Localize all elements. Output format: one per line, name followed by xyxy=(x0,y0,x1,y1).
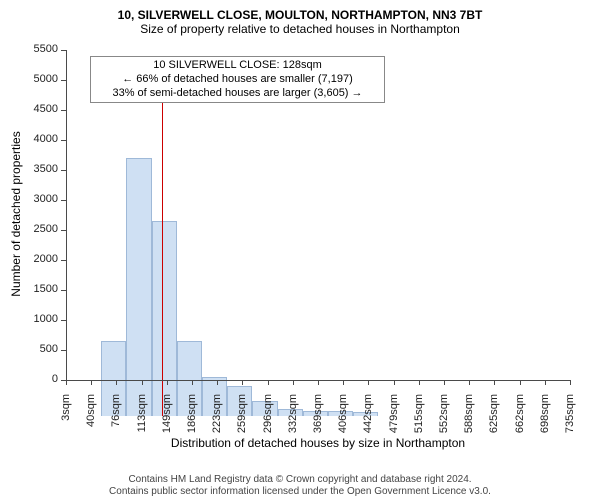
info-line-3: 33% of semi-detached houses are larger (… xyxy=(97,87,378,101)
footer-line-2: Contains public sector information licen… xyxy=(0,486,600,498)
x-tick-mark xyxy=(116,380,117,385)
x-tick-label: 259sqm xyxy=(236,394,248,444)
y-tick-mark xyxy=(61,320,66,321)
footer-line-1: Contains HM Land Registry data © Crown c… xyxy=(0,474,600,486)
y-tick-label: 0 xyxy=(0,373,58,385)
y-tick-mark xyxy=(61,110,66,111)
chart-title: 10, SILVERWELL CLOSE, MOULTON, NORTHAMPT… xyxy=(10,8,590,22)
chart-subtitle: Size of property relative to detached ho… xyxy=(10,22,590,36)
x-tick-mark xyxy=(268,380,269,385)
x-tick-label: 3sqm xyxy=(60,394,72,444)
x-tick-mark xyxy=(343,380,344,385)
info-line-2: ← 66% of detached houses are smaller (7,… xyxy=(97,73,378,87)
y-tick-label: 3500 xyxy=(0,163,58,175)
x-tick-mark xyxy=(419,380,420,385)
x-tick-label: 698sqm xyxy=(539,394,551,444)
x-tick-label: 296sqm xyxy=(262,394,274,444)
x-tick-mark xyxy=(444,380,445,385)
x-tick-label: 113sqm xyxy=(136,394,148,444)
y-axis-line xyxy=(66,50,67,380)
y-tick-label: 3000 xyxy=(0,193,58,205)
histogram-bar xyxy=(126,158,151,416)
y-tick-mark xyxy=(61,260,66,261)
y-tick-label: 4500 xyxy=(0,103,58,115)
y-tick-label: 500 xyxy=(0,343,58,355)
y-axis-title: Number of detached properties xyxy=(9,49,23,379)
x-tick-label: 515sqm xyxy=(413,394,425,444)
footer: Contains HM Land Registry data © Crown c… xyxy=(0,474,600,498)
y-tick-mark xyxy=(61,50,66,51)
x-tick-mark xyxy=(545,380,546,385)
x-tick-mark xyxy=(520,380,521,385)
y-tick-label: 5500 xyxy=(0,43,58,55)
x-tick-mark xyxy=(469,380,470,385)
y-tick-label: 4000 xyxy=(0,133,58,145)
reference-line xyxy=(162,86,163,416)
x-tick-label: 479sqm xyxy=(388,394,400,444)
x-tick-mark xyxy=(66,380,67,385)
x-tick-mark xyxy=(368,380,369,385)
x-tick-label: 662sqm xyxy=(514,394,526,444)
y-tick-mark xyxy=(61,200,66,201)
info-line-1: 10 SILVERWELL CLOSE: 128sqm xyxy=(97,59,378,73)
x-tick-mark xyxy=(494,380,495,385)
y-tick-label: 1000 xyxy=(0,313,58,325)
y-tick-mark xyxy=(61,170,66,171)
x-tick-label: 149sqm xyxy=(161,394,173,444)
y-tick-label: 1500 xyxy=(0,283,58,295)
y-tick-mark xyxy=(61,350,66,351)
x-tick-mark xyxy=(167,380,168,385)
x-tick-label: 223sqm xyxy=(211,394,223,444)
x-tick-label: 588sqm xyxy=(463,394,475,444)
plot-area xyxy=(76,86,580,416)
x-tick-label: 186sqm xyxy=(186,394,198,444)
x-tick-mark xyxy=(293,380,294,385)
x-tick-mark xyxy=(394,380,395,385)
y-tick-label: 5000 xyxy=(0,73,58,85)
x-tick-mark xyxy=(142,380,143,385)
x-tick-mark xyxy=(91,380,92,385)
x-tick-mark xyxy=(242,380,243,385)
y-tick-mark xyxy=(61,230,66,231)
x-tick-label: 442sqm xyxy=(362,394,374,444)
y-tick-label: 2500 xyxy=(0,223,58,235)
x-tick-label: 406sqm xyxy=(337,394,349,444)
x-tick-label: 735sqm xyxy=(564,394,576,444)
x-tick-label: 552sqm xyxy=(438,394,450,444)
y-tick-label: 2000 xyxy=(0,253,58,265)
x-tick-mark xyxy=(570,380,571,385)
y-tick-mark xyxy=(61,80,66,81)
x-tick-mark xyxy=(192,380,193,385)
info-box: 10 SILVERWELL CLOSE: 128sqm ← 66% of det… xyxy=(90,56,385,103)
y-tick-mark xyxy=(61,140,66,141)
x-tick-label: 76sqm xyxy=(110,394,122,444)
x-tick-mark xyxy=(318,380,319,385)
histogram-bar xyxy=(152,221,177,416)
x-tick-label: 332sqm xyxy=(287,394,299,444)
x-tick-label: 369sqm xyxy=(312,394,324,444)
x-tick-label: 40sqm xyxy=(85,394,97,444)
y-tick-mark xyxy=(61,290,66,291)
x-tick-label: 625sqm xyxy=(488,394,500,444)
x-tick-mark xyxy=(217,380,218,385)
